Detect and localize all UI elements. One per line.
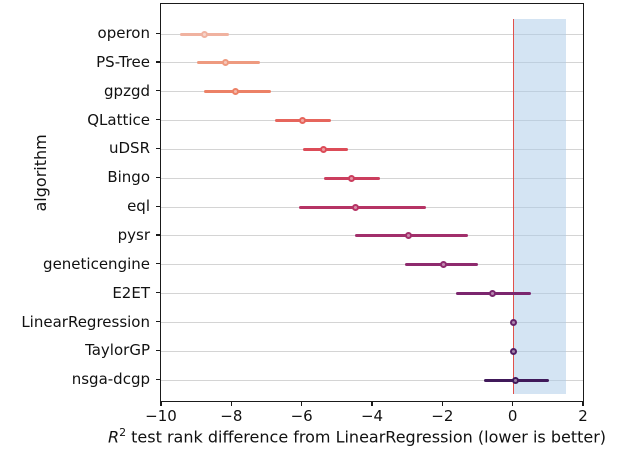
ytick-label-Bingo: Bingo — [107, 168, 150, 187]
point-marker-PS-Tree — [221, 59, 229, 67]
point-marker-QLattice — [299, 117, 307, 125]
ytick-mark — [156, 32, 160, 34]
xtick-mark — [230, 402, 232, 406]
xtick-mark — [371, 402, 373, 406]
gridline — [161, 33, 583, 35]
xtick-label-2: 2 — [578, 407, 588, 425]
error-bar-eql — [299, 205, 426, 209]
point-marker-eql — [351, 203, 359, 211]
point-marker-E2ET — [489, 290, 497, 298]
xtick-mark — [160, 402, 162, 406]
ytick-mark — [156, 205, 160, 207]
plot-area — [160, 3, 584, 402]
ytick-mark — [156, 234, 160, 236]
gridline — [161, 148, 583, 150]
ytick-mark — [156, 263, 160, 265]
xtick-mark — [582, 402, 584, 406]
ytick-mark — [156, 176, 160, 178]
x-axis-label: R2 test rank difference from LinearRegre… — [96, 426, 618, 446]
point-marker-LinearRegression — [510, 319, 518, 326]
point-marker-nsga-dcgp — [511, 376, 519, 384]
x-axis-label-symbol: R — [107, 427, 120, 447]
ytick-label-nsga-dcgp: nsga-dcgp — [71, 370, 150, 389]
point-marker-uDSR — [320, 145, 328, 153]
ytick-label-eql: eql — [127, 197, 150, 216]
ytick-label-gpzgd: gpzgd — [104, 81, 150, 100]
ytick-mark — [156, 90, 160, 92]
ytick-mark — [156, 349, 160, 352]
gridline — [161, 91, 583, 93]
gridline — [161, 62, 583, 64]
error-bar-pysr — [355, 234, 468, 238]
xtick-label-−4: −4 — [360, 407, 384, 425]
ytick-label-uDSR: uDSR — [108, 139, 150, 158]
gridline — [161, 322, 583, 323]
ytick-mark — [156, 119, 160, 121]
ytick-label-E2ET: E2ET — [112, 283, 150, 302]
xtick-mark — [301, 402, 303, 406]
ytick-mark — [156, 61, 160, 63]
xtick-mark — [441, 402, 443, 406]
point-marker-geneticengine — [439, 261, 447, 269]
point-marker-pysr — [404, 232, 412, 240]
gridline — [161, 293, 583, 295]
reference-line — [512, 19, 515, 394]
ytick-label-geneticengine: geneticengine — [43, 254, 150, 273]
point-marker-gpzgd — [232, 88, 240, 96]
ytick-mark — [156, 147, 160, 150]
ytick-label-pysr: pysr — [117, 225, 150, 244]
ytick-label-QLattice: QLattice — [87, 110, 150, 129]
x-axis-label-exponent: 2 — [119, 426, 127, 439]
gridline — [161, 120, 583, 122]
xtick-label-−8: −8 — [220, 407, 243, 425]
xtick-label-−2: −2 — [431, 407, 454, 425]
ytick-mark — [156, 378, 160, 380]
xtick-mark — [512, 402, 514, 406]
gridline — [161, 264, 583, 266]
point-marker-TaylorGP — [510, 347, 518, 355]
ytick-label-TaylorGP: TaylorGP — [85, 341, 150, 360]
xtick-label-0: 0 — [507, 407, 518, 425]
ytick-mark — [156, 321, 160, 323]
ytick-mark — [156, 292, 160, 294]
xtick-label-−6: −6 — [290, 407, 313, 425]
shaded-region — [513, 19, 567, 394]
gridline — [161, 350, 583, 352]
point-marker-Bingo — [348, 174, 356, 182]
gridline — [161, 379, 583, 381]
ytick-label-operon: operon — [97, 24, 150, 42]
error-bar-PS-Tree — [197, 61, 261, 65]
ytick-label-PS-Tree: PS-Tree — [96, 52, 150, 71]
ytick-label-LinearRegression: LinearRegression — [21, 312, 150, 331]
x-axis-label-text: test rank difference from LinearRegressi… — [126, 427, 607, 447]
point-marker-operon — [200, 30, 208, 38]
xtick-label-−10: −10 — [145, 407, 177, 425]
